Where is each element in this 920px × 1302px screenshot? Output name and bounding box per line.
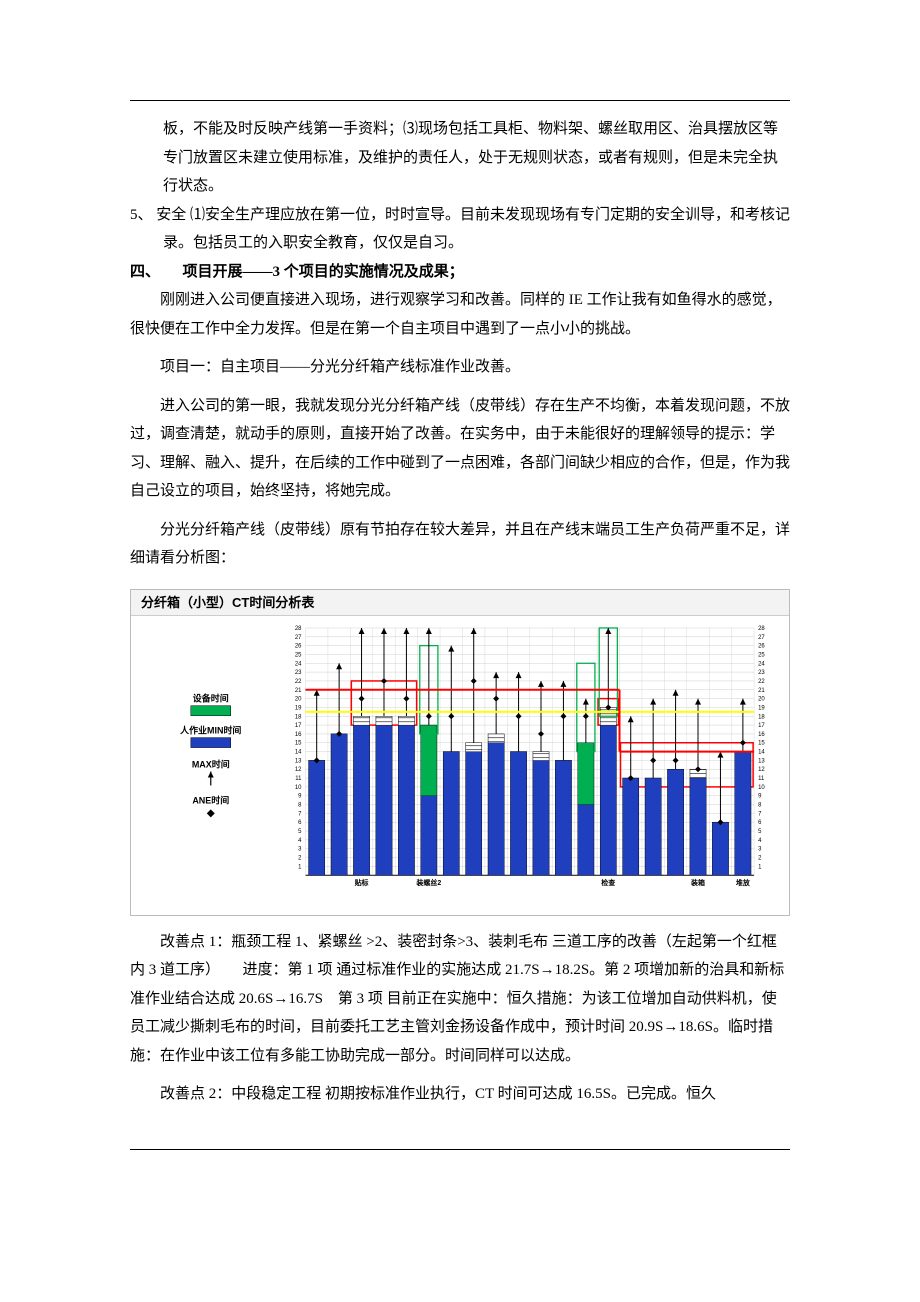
svg-text:17: 17 bbox=[295, 723, 302, 729]
svg-text:14: 14 bbox=[758, 749, 765, 755]
svg-text:26: 26 bbox=[295, 643, 302, 649]
svg-text:18: 18 bbox=[295, 714, 302, 720]
body-text: 板，不能及时反映产线第一手资料；⑶现场包括工具柜、物料架、螺丝取用区、治具摆放区… bbox=[130, 115, 790, 573]
svg-text:14: 14 bbox=[295, 749, 302, 755]
svg-text:11: 11 bbox=[758, 776, 765, 782]
svg-text:19: 19 bbox=[295, 705, 302, 711]
svg-text:20: 20 bbox=[758, 696, 765, 702]
chart-title: 分纤箱（小型）CT时间分析表 bbox=[131, 590, 789, 616]
svg-text:人作业MIN时间: 人作业MIN时间 bbox=[180, 724, 241, 735]
svg-text:贴标: 贴标 bbox=[354, 878, 369, 887]
svg-text:ANE时间: ANE时间 bbox=[192, 794, 229, 805]
svg-text:装螺丝2: 装螺丝2 bbox=[415, 878, 441, 887]
para-4: 进入公司的第一眼，我就发现分光分纤箱产线（皮带线）存在生产不均衡，本着发现问题，… bbox=[130, 392, 790, 506]
svg-text:23: 23 bbox=[295, 670, 302, 676]
svg-text:23: 23 bbox=[758, 670, 765, 676]
svg-text:堆放: 堆放 bbox=[736, 878, 751, 887]
svg-text:16: 16 bbox=[758, 731, 765, 737]
svg-text:21: 21 bbox=[295, 687, 302, 693]
svg-text:11: 11 bbox=[295, 776, 302, 782]
para-6: 改善点 1：瓶颈工程 1、紧螺丝 >2、装密封条>3、装刺毛布 三道工序的改善（… bbox=[130, 928, 790, 1071]
svg-text:16: 16 bbox=[295, 731, 302, 737]
para-3: 项目一：自主项目——分光分纤箱产线标准作业改善。 bbox=[130, 353, 790, 382]
svg-text:13: 13 bbox=[295, 758, 302, 764]
body-text-2: 改善点 1：瓶颈工程 1、紧螺丝 >2、装密封条>3、装刺毛布 三道工序的改善（… bbox=[130, 928, 790, 1109]
svg-text:24: 24 bbox=[295, 661, 302, 667]
svg-text:15: 15 bbox=[758, 740, 765, 746]
svg-text:24: 24 bbox=[758, 661, 765, 667]
chart-svg: 1122334455667788991010111112121313141415… bbox=[131, 616, 789, 915]
svg-text:27: 27 bbox=[295, 634, 302, 640]
svg-text:10: 10 bbox=[295, 784, 302, 790]
svg-text:13: 13 bbox=[758, 758, 765, 764]
svg-text:12: 12 bbox=[758, 767, 765, 773]
svg-text:20: 20 bbox=[295, 696, 302, 702]
svg-text:MAX时间: MAX时间 bbox=[192, 758, 230, 769]
para-0: 板，不能及时反映产线第一手资料；⑶现场包括工具柜、物料架、螺丝取用区、治具摆放区… bbox=[130, 115, 790, 201]
svg-text:10: 10 bbox=[758, 784, 765, 790]
svg-text:22: 22 bbox=[295, 678, 302, 684]
svg-text:21: 21 bbox=[758, 687, 765, 693]
svg-text:装箱: 装箱 bbox=[690, 878, 705, 887]
svg-text:25: 25 bbox=[758, 652, 765, 658]
svg-text:28: 28 bbox=[295, 625, 302, 631]
para-7: 改善点 2：中段稳定工程 初期按标准作业执行，CT 时间可达成 16.5S。已完… bbox=[130, 1080, 790, 1109]
para-2: 刚刚进入公司便直接进入现场，进行观察学习和改善。同样的 IE 工作让我有如鱼得水… bbox=[130, 286, 790, 343]
ct-chart: 分纤箱（小型）CT时间分析表 1122334455667788991010111… bbox=[130, 589, 790, 916]
svg-text:28: 28 bbox=[758, 625, 765, 631]
top-rule bbox=[130, 100, 790, 101]
svg-text:设备时间: 设备时间 bbox=[193, 692, 229, 703]
svg-text:15: 15 bbox=[295, 740, 302, 746]
svg-text:26: 26 bbox=[758, 643, 765, 649]
para-5: 分光分纤箱产线（皮带线）原有节拍存在较大差异，并且在产线末端员工生产负荷严重不足… bbox=[130, 516, 790, 573]
svg-text:22: 22 bbox=[758, 678, 765, 684]
svg-text:19: 19 bbox=[758, 705, 765, 711]
svg-text:17: 17 bbox=[758, 723, 765, 729]
svg-text:12: 12 bbox=[295, 767, 302, 773]
svg-text:25: 25 bbox=[295, 652, 302, 658]
section-4-title: 四、 项目开展——3 个项目的实施情况及成果； bbox=[130, 258, 790, 287]
svg-text:27: 27 bbox=[758, 634, 765, 640]
para-1: 5、 安全 ⑴安全生产理应放在第一位，时时宣导。目前未发现现场有专门定期的安全训… bbox=[130, 201, 790, 258]
svg-text:18: 18 bbox=[758, 714, 765, 720]
svg-text:检查: 检查 bbox=[601, 878, 615, 887]
bottom-rule bbox=[130, 1149, 790, 1150]
